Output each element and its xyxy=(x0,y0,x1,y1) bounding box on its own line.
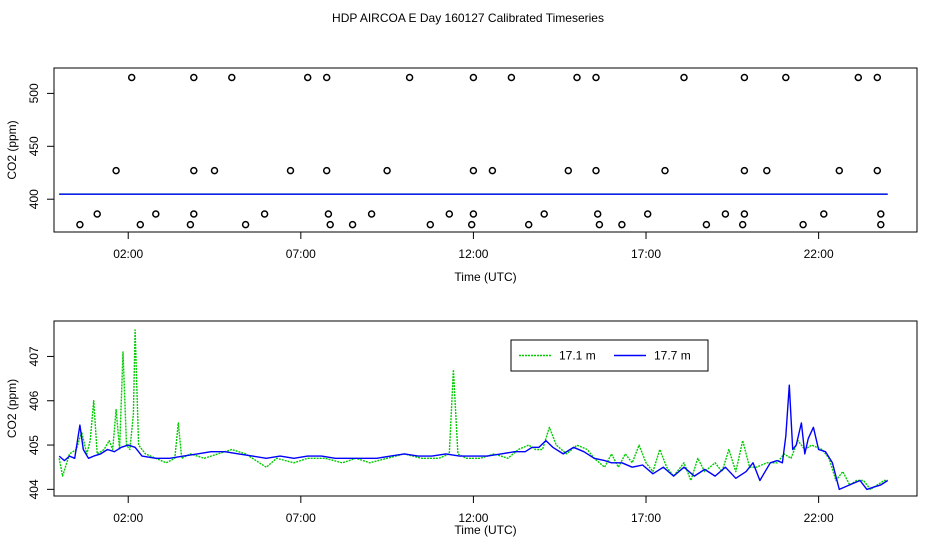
data-point xyxy=(467,220,476,229)
y-axis-label: CO2 (ppm) xyxy=(5,379,19,438)
data-point xyxy=(210,166,219,175)
data-point xyxy=(405,73,414,82)
y-tick-label: 500 xyxy=(27,83,41,103)
series-line-0 xyxy=(58,329,888,491)
x-tick-label: 07:00 xyxy=(286,511,316,525)
data-point xyxy=(740,210,749,218)
data-point xyxy=(721,210,730,218)
data-point xyxy=(76,220,84,229)
plot-frame xyxy=(53,320,918,497)
plot-frame xyxy=(53,67,918,233)
data-point xyxy=(820,210,828,218)
data-point xyxy=(573,73,581,82)
data-point xyxy=(873,166,882,175)
data-point xyxy=(383,166,391,175)
data-point xyxy=(854,73,863,82)
data-point xyxy=(322,166,331,175)
data-point xyxy=(190,73,198,82)
data-point xyxy=(507,73,516,82)
data-point xyxy=(877,210,885,218)
data-point xyxy=(592,166,600,175)
y-tick-label: 400 xyxy=(27,189,41,209)
data-point xyxy=(469,210,478,218)
data-point xyxy=(835,166,844,175)
data-point xyxy=(152,210,160,218)
data-point xyxy=(763,166,771,175)
data-point xyxy=(618,220,626,229)
data-point xyxy=(564,166,573,175)
y-tick-label: 404 xyxy=(27,479,41,499)
data-point xyxy=(469,73,478,82)
y-tick-label: 407 xyxy=(27,346,41,366)
x-tick-label: 22:00 xyxy=(804,511,834,525)
data-point xyxy=(186,220,195,229)
data-point xyxy=(738,220,747,229)
data-point xyxy=(488,166,497,175)
data-point xyxy=(524,220,533,229)
data-point xyxy=(702,220,711,229)
data-point xyxy=(190,166,198,175)
data-point xyxy=(873,73,882,82)
data-point xyxy=(469,166,478,175)
y-tick-label: 450 xyxy=(27,136,41,156)
data-point xyxy=(322,73,331,82)
data-point xyxy=(190,210,198,218)
data-point xyxy=(680,73,688,82)
data-point xyxy=(324,210,333,218)
x-tick-label: 17:00 xyxy=(631,247,661,261)
data-point xyxy=(127,73,136,82)
x-tick-label: 02:00 xyxy=(113,247,143,261)
chart-legend: 17.1 m 17.7 m xyxy=(510,339,709,372)
data-point xyxy=(592,73,600,82)
data-point xyxy=(740,166,749,175)
chart-title: HDP AIRCOA E Day 160127 Calibrated Times… xyxy=(332,11,604,25)
data-point xyxy=(661,166,669,175)
data-point xyxy=(445,210,454,218)
data-point xyxy=(643,210,652,218)
x-axis-label: Time (UTC) xyxy=(454,270,516,284)
y-tick-label: 406 xyxy=(27,390,41,410)
data-point xyxy=(540,210,548,218)
x-tick-label: 02:00 xyxy=(113,511,143,525)
data-point xyxy=(799,220,807,229)
data-point xyxy=(595,220,604,229)
series-line-1 xyxy=(58,384,889,491)
x-tick-label: 07:00 xyxy=(286,247,316,261)
data-point xyxy=(286,166,295,175)
x-tick-label: 12:00 xyxy=(458,511,488,525)
legend-label-1: 17.7 m xyxy=(654,349,691,363)
x-tick-label: 22:00 xyxy=(804,247,834,261)
data-point xyxy=(740,73,749,82)
data-point xyxy=(228,73,236,82)
x-tick-label: 17:00 xyxy=(631,511,661,525)
x-tick-label: 12:00 xyxy=(458,247,488,261)
data-point xyxy=(782,73,790,82)
co2-timeseries-panel: 02:00 07:00 12:00 17:00 22:00 404 405 406 407 Tim… xyxy=(5,320,918,537)
x-axis-label: Time (UTC) xyxy=(454,523,516,537)
data-point xyxy=(348,220,357,229)
data-point xyxy=(136,220,145,229)
data-point xyxy=(326,220,334,229)
data-point xyxy=(93,210,101,218)
data-point xyxy=(367,210,376,218)
y-tick-label: 405 xyxy=(27,435,41,455)
data-point xyxy=(877,220,885,229)
data-point xyxy=(426,220,435,229)
data-point xyxy=(593,210,602,218)
y-axis-label: CO2 (ppm) xyxy=(5,120,19,179)
data-point xyxy=(260,210,269,218)
data-point xyxy=(241,220,250,229)
co2-scatter-panel: 02:00 07:00 12:00 17:00 22:00 400 450 500 Time (… xyxy=(5,67,918,284)
legend-label-0: 17.1 m xyxy=(559,349,596,363)
data-point xyxy=(303,73,312,82)
data-point xyxy=(112,166,120,175)
